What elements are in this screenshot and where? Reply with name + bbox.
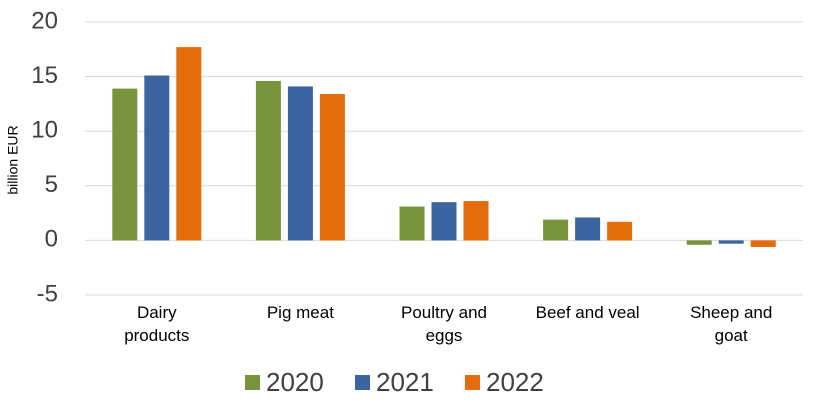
bar <box>399 206 425 241</box>
y-tick-label: 15 <box>31 62 58 89</box>
legend-label: 2021 <box>376 367 434 397</box>
bar <box>750 240 776 247</box>
bar <box>463 201 489 241</box>
y-tick-label: 0 <box>45 226 58 253</box>
x-tick-label: Sheep and goat <box>690 303 773 345</box>
legend-swatch <box>355 375 370 390</box>
bar <box>319 94 345 241</box>
x-tick-label: Pig meat <box>266 303 334 322</box>
x-tick-label: Beef and veal <box>535 303 640 322</box>
y-tick-label: 5 <box>45 171 58 198</box>
legend-swatch <box>245 375 260 390</box>
y-tick-label: 20 <box>31 7 58 34</box>
y-axis-label: billion EUR <box>5 125 21 194</box>
bar <box>543 219 569 241</box>
x-tick-label: Poultry and eggs <box>401 303 487 345</box>
bar <box>607 221 633 241</box>
bar <box>255 80 281 241</box>
y-tick-label: 10 <box>31 117 58 144</box>
legend-swatch <box>465 375 480 390</box>
bar <box>176 47 202 241</box>
legend-label: 2020 <box>266 367 324 397</box>
bar <box>686 240 712 245</box>
bar <box>575 217 601 241</box>
legend-label: 2022 <box>486 367 544 397</box>
bar <box>112 88 138 241</box>
bar <box>287 86 313 241</box>
bar <box>718 240 744 244</box>
y-tick-label: -5 <box>37 280 58 307</box>
bar <box>431 202 457 241</box>
bar <box>144 75 170 241</box>
x-tick-label: Dairy products <box>124 303 190 345</box>
